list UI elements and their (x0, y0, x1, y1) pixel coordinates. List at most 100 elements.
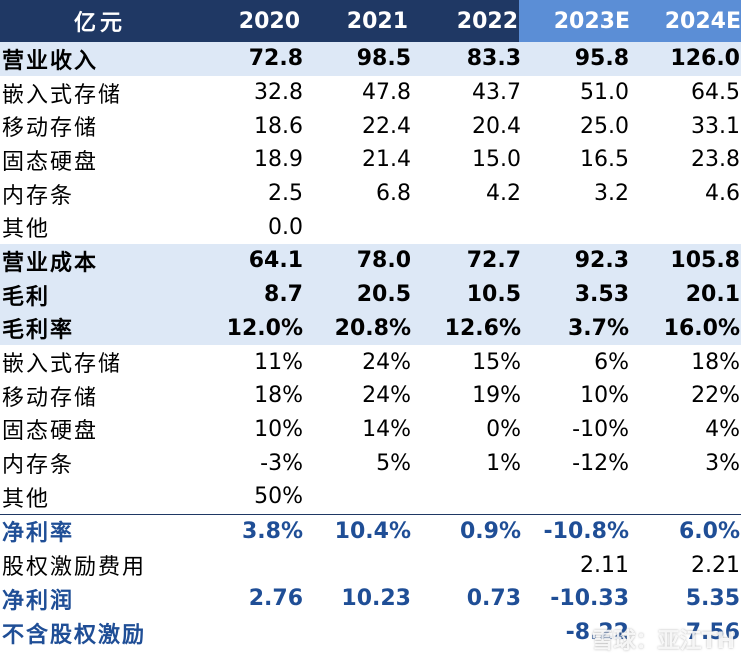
table-row: 不含股权激励 -8.22 7.56 (0, 616, 741, 650)
table-row: 固态硬盘 18.9 21.4 15.0 16.5 23.8 (0, 143, 741, 177)
table-cell: 5% (376, 450, 411, 476)
table-cell: 72.8 (248, 46, 303, 72)
table-cell (412, 548, 522, 582)
table-cell (200, 548, 304, 582)
table-cell (412, 616, 522, 650)
row-label: 嵌入式存储 (2, 82, 123, 108)
table-cell: -3% (260, 450, 303, 476)
table-cell: 6% (594, 349, 629, 375)
table-cell (630, 480, 741, 514)
table-cell: 11% (254, 349, 303, 375)
table-cell: 2.5 (268, 181, 303, 207)
table-cell: 3% (705, 450, 740, 476)
table-cell (304, 480, 412, 514)
row-label: 固态硬盘 (2, 419, 99, 445)
table-cell: 3.2 (594, 181, 629, 207)
table-row: 营业成本 64.1 78.0 72.7 92.3 105.8 (0, 244, 741, 278)
table-cell: -10% (572, 416, 629, 442)
row-label: 固态硬盘 (2, 149, 99, 175)
table-cell: 1% (486, 450, 521, 476)
table-cell: 10% (254, 416, 303, 442)
unit-label: 亿元 (73, 11, 126, 36)
table-cell: 47.8 (362, 80, 411, 106)
table-cell: 83.3 (466, 46, 521, 72)
table-cell: 19% (472, 383, 521, 409)
table-cell (412, 480, 522, 514)
table-cell: 6.8 (376, 181, 411, 207)
table-cell: 78.0 (356, 248, 411, 274)
row-label: 移动存储 (2, 385, 99, 411)
table-row: 净利率 3.8% 10.4% 0.9% -10.8% 6.0% (0, 513, 741, 549)
header-bg-estimate (519, 0, 741, 42)
table-cell: 0% (486, 416, 521, 442)
table-cell: 4.2 (486, 181, 521, 207)
table-cell: 5.35 (685, 586, 740, 612)
table-cell (522, 210, 630, 244)
table-cell: 64.1 (248, 248, 303, 274)
table-cell: 4.6 (705, 181, 740, 207)
table-cell: 105.8 (670, 248, 740, 274)
table-cell: 0.9% (459, 518, 521, 544)
table-cell: 15% (472, 349, 521, 375)
table-cell: 23.8 (691, 147, 740, 173)
table-cell (304, 616, 412, 650)
table-cell: 6.0% (678, 518, 740, 544)
table-cell: 0.0 (268, 214, 303, 240)
row-label: 股权激励费用 (2, 555, 147, 581)
table-cell: 24% (362, 349, 411, 375)
table-row: 移动存储 18% 24% 19% 10% 22% (0, 379, 741, 413)
table-cell: 10.4% (334, 518, 411, 544)
row-label: 移动存储 (2, 116, 99, 142)
table-cell: 20.4 (472, 113, 521, 139)
table-cell: 3.53 (574, 282, 629, 308)
table-cell: 3.7% (567, 315, 629, 341)
table-cell: 25.0 (580, 113, 629, 139)
row-label: 净利率 (2, 521, 75, 547)
table-row: 嵌入式存储 11% 24% 15% 6% 18% (0, 345, 741, 379)
table-row: 营业收入 72.8 98.5 83.3 95.8 126.0 (0, 42, 741, 76)
row-label: 营业收入 (2, 48, 99, 74)
table-cell (304, 548, 412, 582)
table-cell (304, 210, 412, 244)
table-row: 毛利率 12.0% 20.8% 12.6% 3.7% 16.0% (0, 311, 741, 346)
table-cell: 43.7 (472, 80, 521, 106)
table-cell: 7.56 (685, 620, 740, 646)
year-header: 2023E (553, 8, 630, 34)
row-label: 内存条 (2, 183, 75, 209)
table-cell: 20.8% (334, 315, 411, 341)
table-cell: 15.0 (472, 147, 521, 173)
table-cell: 92.3 (574, 248, 629, 274)
table-cell: 12.6% (444, 315, 521, 341)
table-cell: 10.23 (341, 586, 411, 612)
table-cell: 18% (691, 349, 740, 375)
table-cell: -8.22 (565, 620, 629, 646)
table-cell: 24% (362, 383, 411, 409)
table-row: 固态硬盘 10% 14% 0% -10% 4% (0, 413, 741, 447)
table-cell: 18.6 (254, 113, 303, 139)
table-cell: 18.9 (254, 147, 303, 173)
table-cell: 10% (580, 383, 629, 409)
year-header: 2022 (456, 8, 518, 34)
row-label: 净利润 (2, 588, 75, 614)
table-row: 其他 50% (0, 480, 741, 514)
table-cell: 4% (705, 416, 740, 442)
table-cell: 22.4 (362, 113, 411, 139)
table-cell: 2.76 (248, 586, 303, 612)
table-cell: 18% (254, 383, 303, 409)
table-cell: 32.8 (254, 80, 303, 106)
year-header: 2024E (664, 8, 741, 34)
table-row: 净利润 2.76 10.23 0.73 -10.33 5.35 (0, 582, 741, 616)
row-label: 其他 (2, 217, 51, 243)
table-cell: -10.8% (543, 518, 629, 544)
table-row: 股权激励费用 2.11 2.21 (0, 548, 741, 582)
header-bg-actual (0, 0, 519, 42)
table-cell: 14% (362, 416, 411, 442)
table-cell: 98.5 (356, 46, 411, 72)
row-label: 毛利 (2, 284, 51, 310)
table-cell: 126.0 (670, 46, 740, 72)
table-row: 嵌入式存储 32.8 47.8 43.7 51.0 64.5 (0, 76, 741, 110)
table-cell (200, 616, 304, 650)
year-header: 2020 (238, 8, 300, 34)
table-cell: 72.7 (466, 248, 521, 274)
